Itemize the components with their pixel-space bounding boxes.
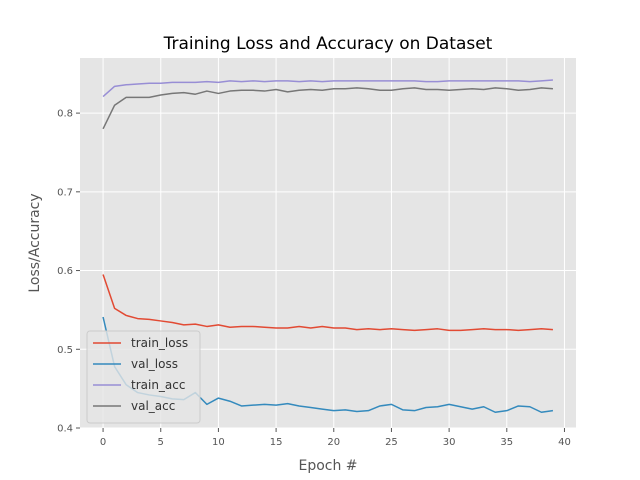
x-tick-label: 0 bbox=[100, 437, 106, 448]
chart-title: Training Loss and Accuracy on Dataset bbox=[163, 34, 493, 54]
y-tick-label: 0.6 bbox=[57, 266, 73, 277]
y-tick-label: 0.8 bbox=[57, 109, 73, 120]
y-tick-label: 0.7 bbox=[57, 187, 73, 198]
series-line-train-acc bbox=[102, 79, 553, 98]
legend-label-val-acc: val_acc bbox=[131, 399, 175, 413]
legend-box bbox=[86, 330, 201, 424]
y-tick-label: 0.4 bbox=[57, 424, 73, 435]
x-tick-label: 35 bbox=[500, 437, 513, 448]
x-tick-label: 15 bbox=[270, 437, 283, 448]
x-tick-label: 20 bbox=[327, 437, 340, 448]
y-axis-ticks: 0.4 0.5 0.6 0.7 0.8 bbox=[57, 109, 80, 435]
y-axis-label: Loss/Accuracy bbox=[27, 193, 43, 292]
x-tick-label: 25 bbox=[385, 437, 398, 448]
x-axis-label: Epoch # bbox=[298, 458, 357, 474]
grid bbox=[80, 58, 576, 429]
x-axis-ticks: 0 5 10 15 20 25 30 35 40 bbox=[100, 428, 571, 448]
series-line-train-loss bbox=[102, 274, 553, 332]
legend-label-train-acc: train_acc bbox=[131, 378, 185, 392]
x-tick-label: 10 bbox=[212, 437, 225, 448]
legend: train_loss val_loss train_acc val_acc bbox=[86, 330, 201, 424]
series-line-val-acc bbox=[102, 87, 553, 130]
y-tick-label: 0.5 bbox=[57, 345, 73, 356]
legend-label-val-loss: val_loss bbox=[131, 357, 178, 371]
x-tick-label: 5 bbox=[158, 437, 164, 448]
legend-label-train-loss: train_loss bbox=[131, 336, 188, 350]
x-tick-label: 30 bbox=[443, 437, 456, 448]
x-tick-label: 40 bbox=[558, 437, 571, 448]
